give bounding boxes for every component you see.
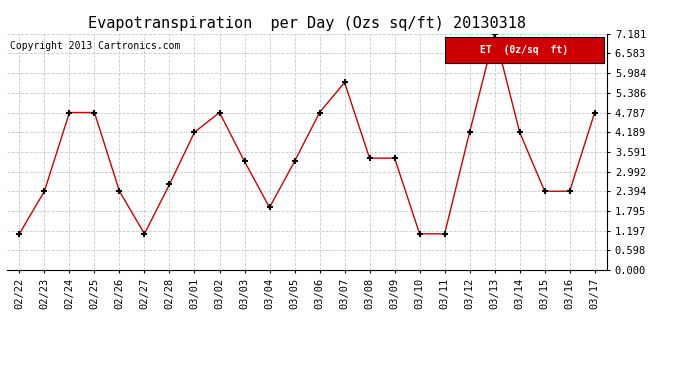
Text: Copyright 2013 Cartronics.com: Copyright 2013 Cartronics.com	[10, 41, 180, 51]
FancyBboxPatch shape	[445, 37, 604, 63]
Text: ET  (0z/sq  ft): ET (0z/sq ft)	[480, 45, 569, 55]
Title: Evapotranspiration  per Day (Ozs sq/ft) 20130318: Evapotranspiration per Day (Ozs sq/ft) 2…	[88, 16, 526, 31]
